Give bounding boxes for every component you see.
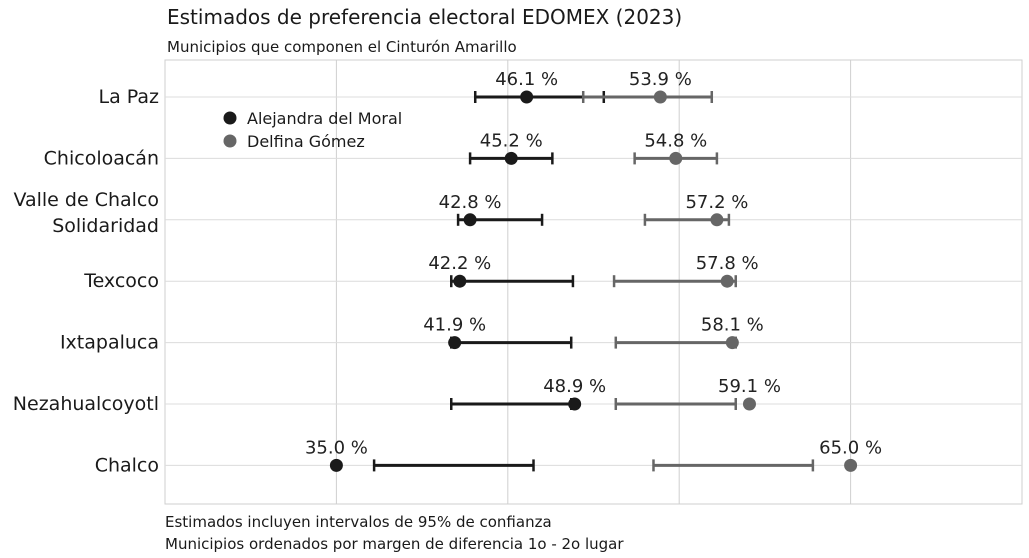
chart-subtitle: Municipios que componen el Cinturón Amar… (167, 38, 517, 56)
caption-confidence-note: Estimados incluyen intervalos de 95% de … (165, 513, 552, 531)
data-point (720, 274, 734, 288)
data-point (520, 90, 534, 104)
data-label: 48.9 % (543, 376, 606, 397)
data-label: 57.2 % (685, 192, 748, 213)
caption-ordering-note: Municipios ordenados por margen de difer… (165, 535, 624, 553)
data-label: 65.0 % (819, 437, 882, 458)
legend-label: Alejandra del Moral (247, 109, 402, 128)
legend-marker (223, 134, 237, 148)
data-point (504, 151, 518, 165)
legend-marker (223, 111, 237, 125)
category-label: Chalco (95, 454, 159, 476)
data-point (463, 213, 477, 227)
data-point (329, 458, 343, 472)
data-point (669, 151, 683, 165)
category-label: Solidaridad (52, 215, 159, 237)
data-point (742, 397, 756, 411)
data-point (653, 90, 667, 104)
category-label: Texcoco (83, 270, 159, 292)
legend-label: Delfina Gómez (247, 132, 365, 151)
data-label: 59.1 % (718, 376, 781, 397)
data-label: 57.8 % (696, 253, 759, 274)
data-point (448, 336, 462, 350)
category-label: Valle de Chalco (13, 189, 159, 211)
data-label: 53.9 % (629, 69, 692, 90)
data-point (725, 336, 739, 350)
category-label: La Paz (99, 86, 160, 108)
data-label: 54.8 % (644, 130, 707, 151)
category-label: Nezahualcoyotl (13, 393, 159, 415)
data-point (844, 458, 858, 472)
chart-title: Estimados de preferencia electoral EDOME… (167, 5, 683, 29)
plot-frame (164, 59, 1023, 505)
data-label: 42.8 % (439, 192, 502, 213)
data-label: 58.1 % (701, 315, 764, 336)
category-label: Ixtapaluca (60, 332, 159, 354)
data-point (453, 274, 467, 288)
data-label: 46.1 % (495, 69, 558, 90)
data-label: 42.2 % (428, 253, 491, 274)
data-point (568, 397, 582, 411)
data-label: 41.9 % (423, 315, 486, 336)
category-label: Chicoloacán (44, 147, 159, 169)
data-point (710, 213, 724, 227)
data-label: 35.0 % (305, 437, 368, 458)
data-label: 45.2 % (480, 130, 543, 151)
